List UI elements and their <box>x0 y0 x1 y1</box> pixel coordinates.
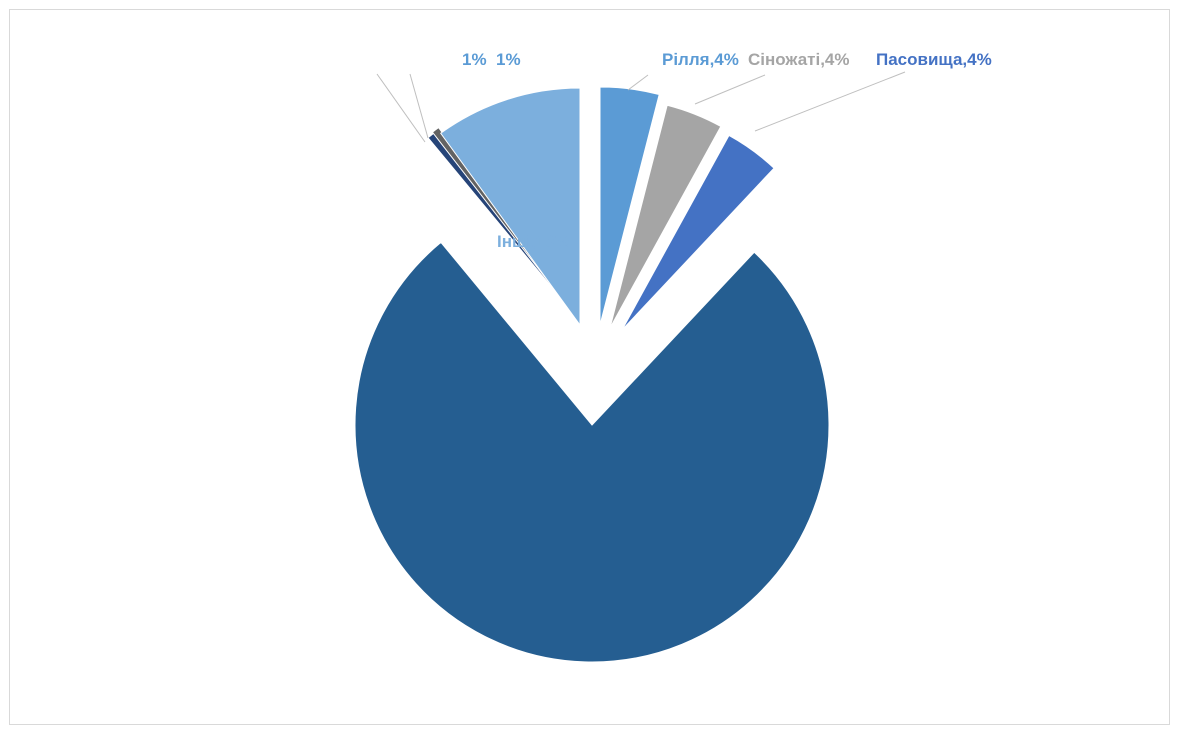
pie-slice-2 <box>621 134 775 331</box>
data-label-4: 1% <box>462 50 487 69</box>
leader-line-0 <box>627 74 649 91</box>
leader-line-5 <box>409 73 429 139</box>
pie-slice-3 <box>354 241 830 663</box>
data-label-6: Інші,10% <box>497 232 570 251</box>
pie-slice-6 <box>439 87 581 327</box>
data-label-5: 1% <box>496 50 521 69</box>
data-label-0: Рілля,4% <box>662 50 739 69</box>
leader-line-2 <box>754 71 906 132</box>
pie-slice-1 <box>609 104 722 329</box>
leader-line-4 <box>376 73 426 143</box>
data-label-1: Сіножаті,4% <box>748 50 850 69</box>
data-label-2: Пасовища,4% <box>876 50 992 69</box>
leader-line-1 <box>694 74 766 105</box>
